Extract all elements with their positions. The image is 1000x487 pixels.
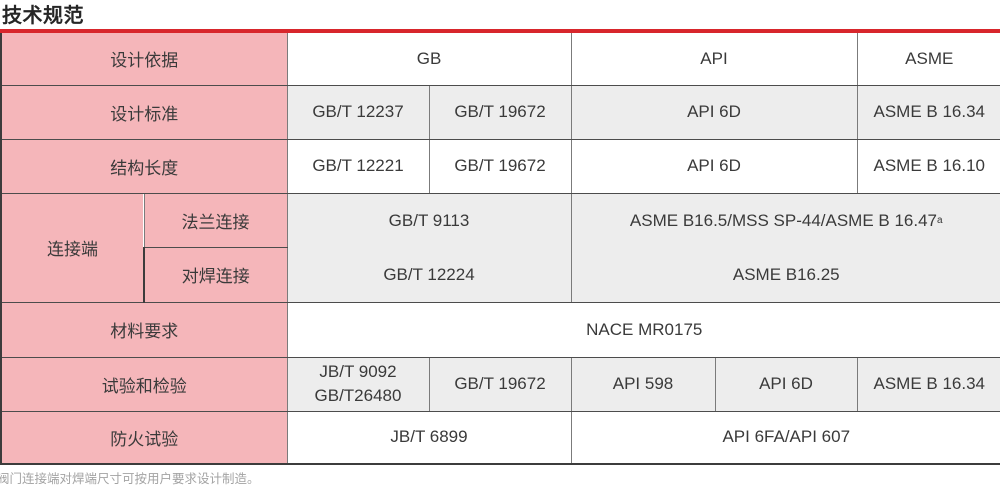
cell-design-standard-api: API 6D — [571, 85, 857, 139]
row-label-connection-group: 连接端 — [1, 193, 144, 302]
cell-test-gb1-line1: JB/T 9092 — [288, 360, 429, 384]
row-label-weld-connection: 对焊连接 — [144, 248, 287, 303]
page-title: 技术规范 — [2, 0, 84, 28]
row-label-design-standard: 设计标准 — [1, 85, 287, 139]
technical-spec-table: 设计依据 GB API ASME 设计标准 GB/T 12237 GB/T 19… — [0, 33, 1000, 465]
cell-weld-intl: ASME B16.25 — [572, 248, 1000, 302]
cell-design-standard-asme: ASME B 16.34 — [857, 85, 1000, 139]
cell-flange-gb: GB/T 9113 — [288, 194, 571, 248]
cell-test-api1: API 598 — [571, 357, 715, 411]
table-footnote: 阀门连接端对焊端尺寸可按用户要求设计制造。 — [0, 468, 260, 487]
row-test-inspection: 试验和检验 JB/T 9092 GB/T26480 GB/T 19672 API… — [1, 357, 1000, 411]
cell-test-gb1-line2: GB/T26480 — [288, 384, 429, 408]
cell-flange-intl-text: ASME B16.5/MSS SP-44/ASME B 16.47 — [630, 211, 937, 231]
cell-face-to-face-gb2: GB/T 19672 — [429, 139, 571, 193]
cell-weld-gb: GB/T 12224 — [288, 248, 571, 302]
cell-design-standard-gb1: GB/T 12237 — [287, 85, 429, 139]
row-fire-test: 防火试验 JB/T 6899 API 6FA/API 607 — [1, 411, 1000, 464]
row-label-face-to-face: 结构长度 — [1, 139, 287, 193]
cell-face-to-face-api: API 6D — [571, 139, 857, 193]
cell-design-basis-api: API — [571, 33, 857, 85]
row-design-standard: 设计标准 GB/T 12237 GB/T 19672 API 6D ASME B… — [1, 85, 1000, 139]
row-material: 材料要求 NACE MR0175 — [1, 302, 1000, 357]
row-label-design-basis: 设计依据 — [1, 33, 287, 85]
cell-test-asme: ASME B 16.34 — [857, 357, 1000, 411]
cell-fire-intl: API 6FA/API 607 — [571, 411, 1000, 464]
cell-material-value: NACE MR0175 — [287, 302, 1000, 357]
cell-face-to-face-gb1: GB/T 12221 — [287, 139, 429, 193]
cell-test-api2: API 6D — [715, 357, 857, 411]
cell-face-to-face-asme: ASME B 16.10 — [857, 139, 1000, 193]
cell-test-gb1: JB/T 9092 GB/T26480 — [287, 357, 429, 411]
cell-test-gb2: GB/T 19672 — [429, 357, 571, 411]
row-label-flange-connection: 法兰连接 — [144, 193, 287, 248]
row-design-basis: 设计依据 GB API ASME — [1, 33, 1000, 85]
row-connection-flange: 连接端 法兰连接 GB/T 9113 GB/T 12224 ASME B16.5… — [1, 193, 1000, 248]
cell-design-basis-asme: ASME — [857, 33, 1000, 85]
cell-design-standard-gb2: GB/T 19672 — [429, 85, 571, 139]
cell-design-basis-gb: GB — [287, 33, 571, 85]
row-label-fire-test: 防火试验 — [1, 411, 287, 464]
row-label-test-inspection: 试验和检验 — [1, 357, 287, 411]
cell-connection-gb: GB/T 9113 GB/T 12224 — [287, 193, 571, 302]
cell-fire-gb: JB/T 6899 — [287, 411, 571, 464]
row-label-material: 材料要求 — [1, 302, 287, 357]
row-face-to-face: 结构长度 GB/T 12221 GB/T 19672 API 6D ASME B… — [1, 139, 1000, 193]
